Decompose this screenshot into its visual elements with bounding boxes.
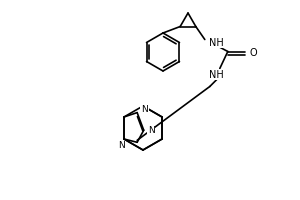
Text: NH: NH (209, 38, 224, 47)
Text: O: O (250, 47, 257, 58)
Text: N: N (148, 126, 154, 135)
Text: N: N (118, 142, 125, 150)
Text: NH: NH (209, 70, 224, 79)
Text: N: N (141, 105, 148, 114)
